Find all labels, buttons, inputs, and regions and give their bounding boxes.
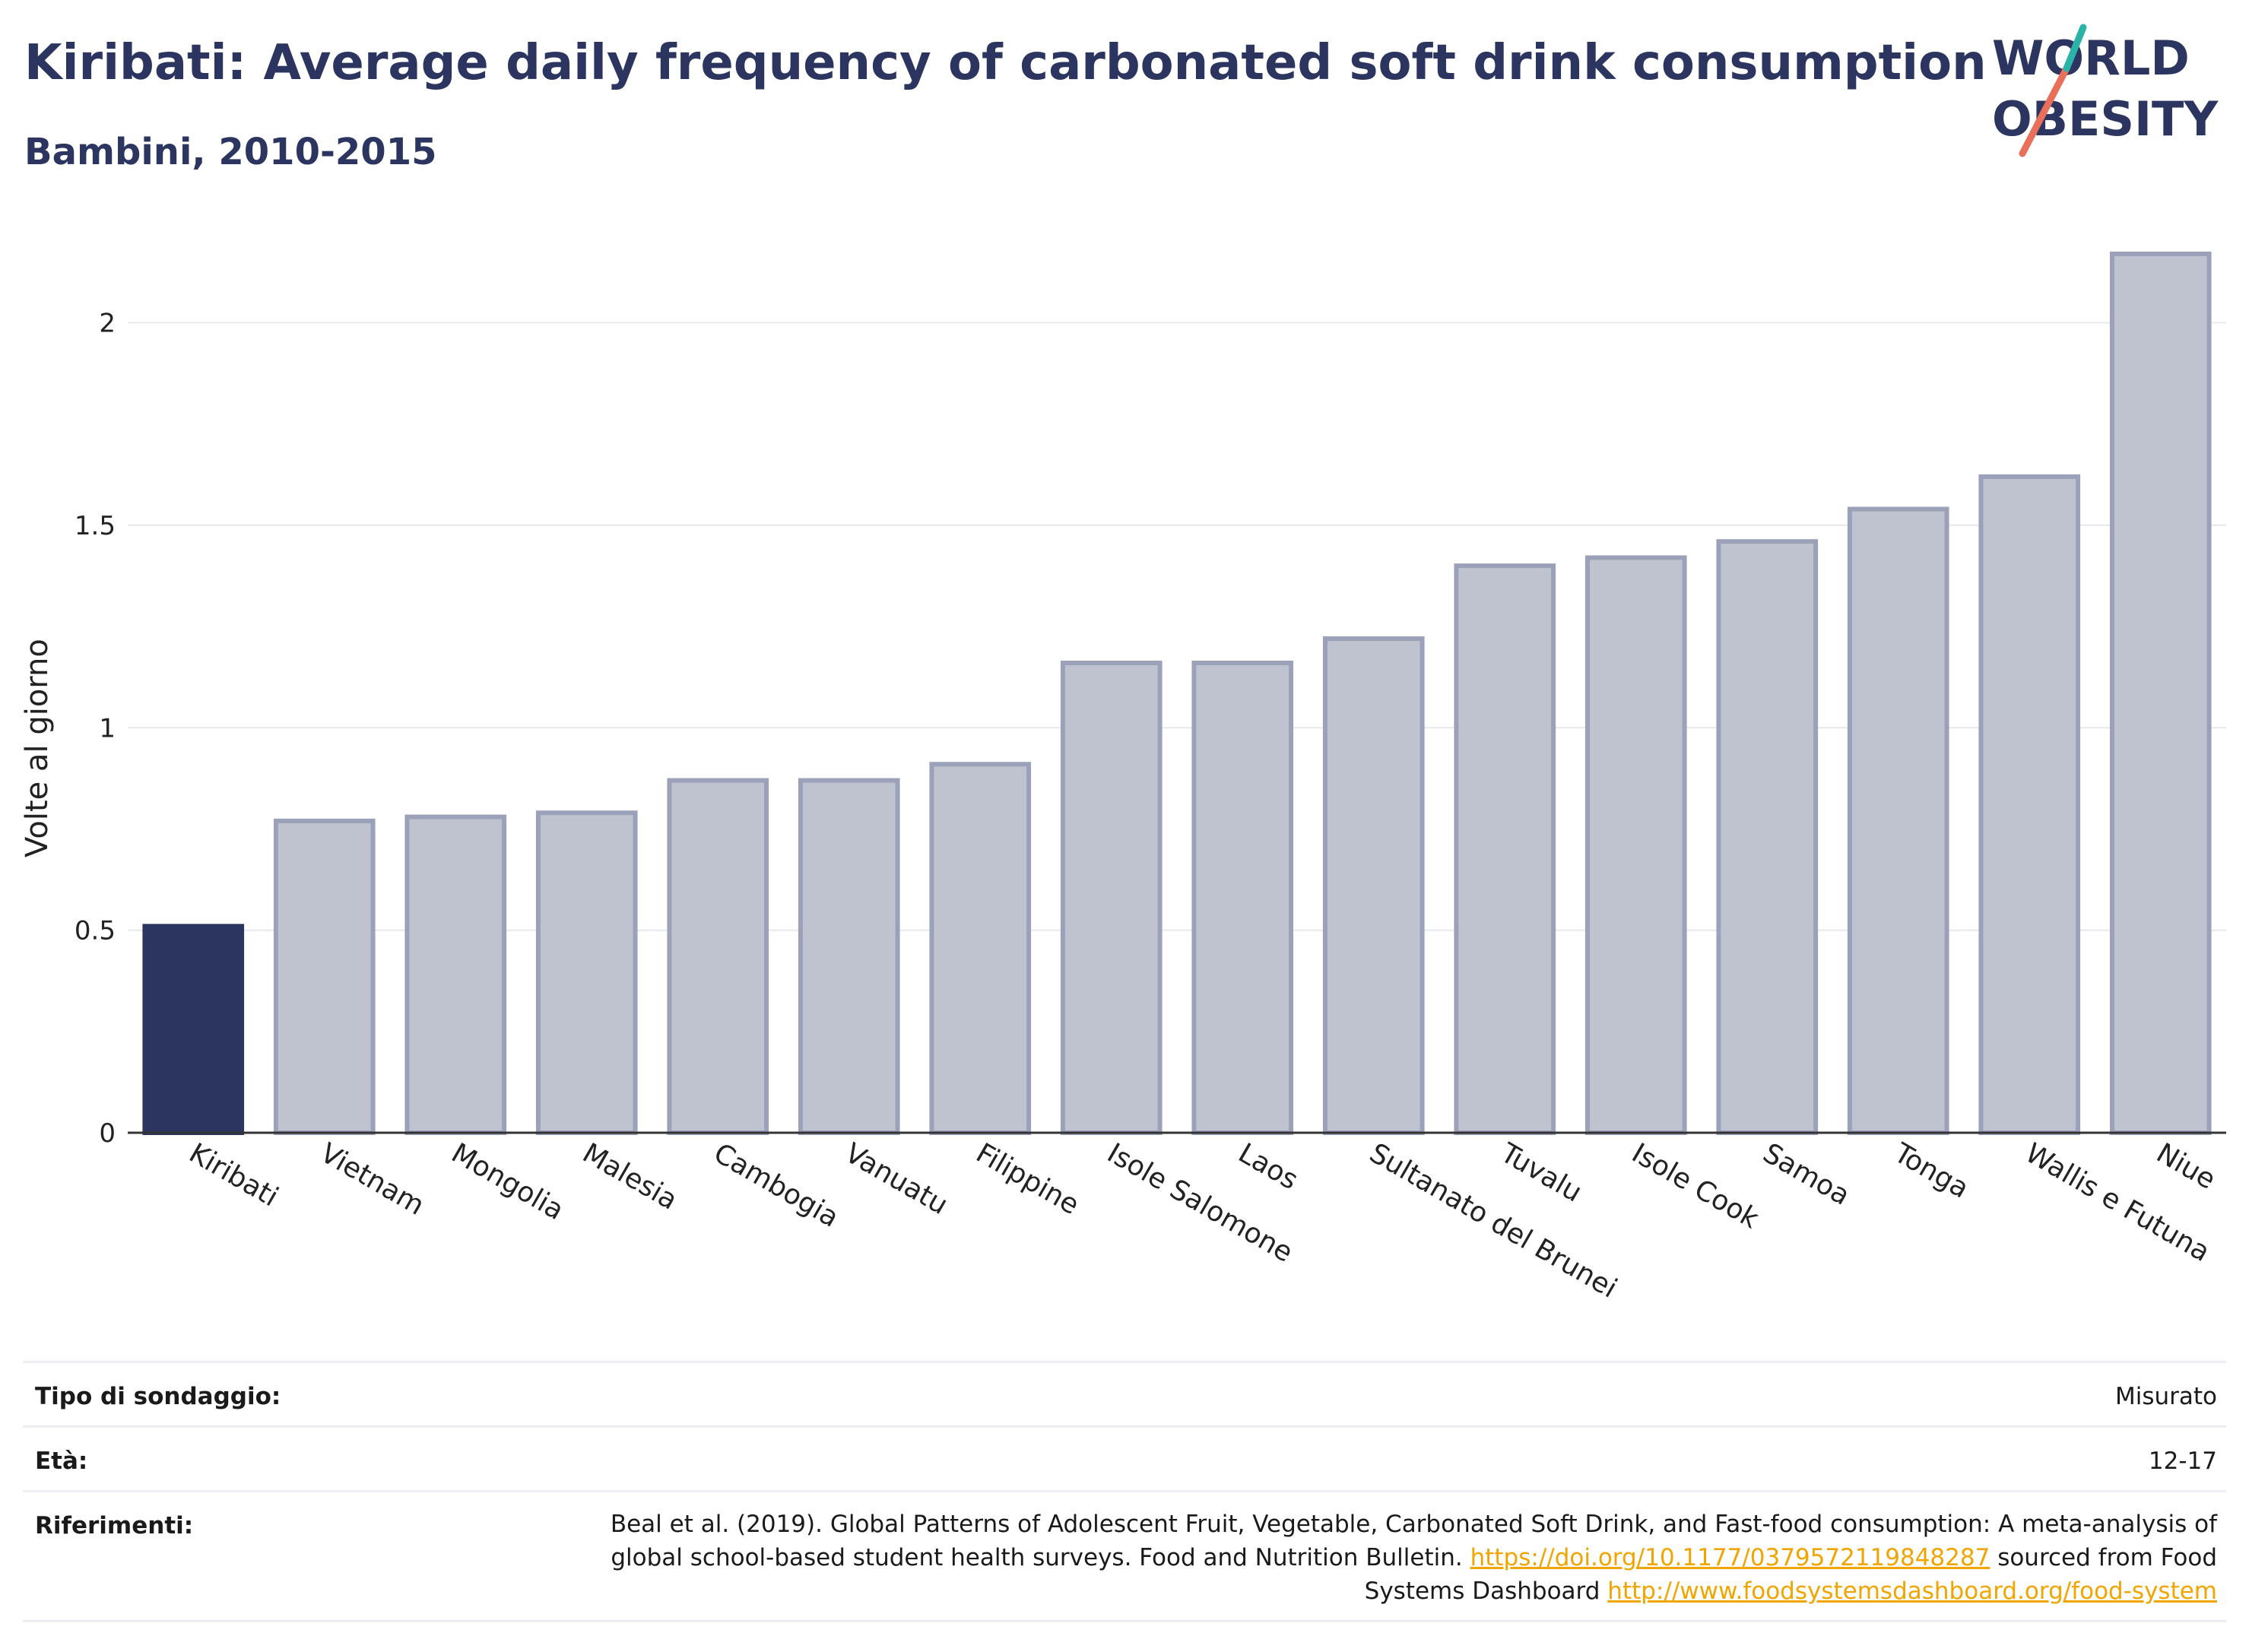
- logo-slash-red: [2019, 65, 2070, 157]
- y-tick-label: 1: [99, 713, 116, 744]
- bar-tuvalu: [1454, 563, 1556, 1135]
- age-value: 12-17: [2148, 1447, 2217, 1475]
- x-tick-label: Sultanato del Brunei: [1364, 1137, 1622, 1305]
- meta-row-survey: Tipo di sondaggio: Misurato: [23, 1361, 2226, 1425]
- bar-malesia: [535, 810, 638, 1136]
- chart-title: Kiribati: Average daily frequency of car…: [24, 35, 1987, 91]
- world-obesity-logo: WORLD OBESITY: [1992, 24, 2219, 157]
- bar-tonga: [1847, 506, 1949, 1135]
- x-tick-label: Filippine: [971, 1137, 1084, 1221]
- metadata-table: Tipo di sondaggio: Misurato Età: 12-17 R…: [23, 1361, 2226, 1622]
- bar-chart: 0 0.5 1 1.5 2 Kiribati Vietnam Mongolia Malesia…: [20, 251, 2226, 1305]
- logo-line1: WORLD: [1992, 30, 2190, 86]
- references-label: Riferimenti:: [35, 1512, 194, 1539]
- y-axis-label: Volte al giorno: [20, 639, 55, 858]
- bar-mongolia: [404, 814, 507, 1136]
- survey-type-value: Misurato: [2114, 1383, 2217, 1410]
- x-tick-label: Kiribati: [184, 1137, 284, 1213]
- x-tick-label: Laos: [1233, 1137, 1303, 1196]
- bar-kiribati: [142, 924, 245, 1135]
- age-label: Età:: [35, 1447, 88, 1475]
- x-tick-label: Isole Cook: [1626, 1137, 1764, 1235]
- bar-vietnam: [273, 818, 376, 1136]
- chart-subtitle: Bambini, 2010-2015: [24, 131, 437, 173]
- x-tick-label: Mongolia: [446, 1137, 569, 1226]
- reference-text: Beal et al. (2019). Global Patterns of A…: [610, 1511, 2217, 1571]
- bar-isole-cook: [1584, 555, 1687, 1135]
- bar-filippine: [929, 762, 1032, 1136]
- bar-cambogia: [667, 778, 769, 1135]
- logo-slash-teal: [2063, 24, 2087, 72]
- y-tick-label: 0.5: [75, 916, 116, 946]
- doi-link[interactable]: https://doi.org/10.1177/0379572119848287: [1470, 1544, 1990, 1571]
- meta-row-references: Riferimenti: Beal et al. (2019). Global …: [23, 1490, 2226, 1622]
- survey-type-label: Tipo di sondaggio:: [35, 1383, 281, 1410]
- bar-isole-salomone: [1060, 661, 1163, 1135]
- bar-niue: [2109, 251, 2212, 1135]
- food-systems-link[interactable]: http://www.foodsystemsdashboard.org/food…: [1607, 1577, 2217, 1605]
- meta-row-age: Età: 12-17: [23, 1425, 2226, 1490]
- x-tick-label: Tuvalu: [1495, 1137, 1587, 1209]
- x-tick-label: Vietnam: [315, 1137, 429, 1222]
- bar-laos: [1191, 661, 1294, 1135]
- bar-samoa: [1716, 539, 1819, 1135]
- x-tick-label: Niue: [2151, 1137, 2220, 1195]
- references-value: Beal et al. (2019). Global Patterns of A…: [582, 1508, 2217, 1608]
- x-tick-label: Vanuatu: [839, 1137, 953, 1221]
- y-tick-label: 1.5: [75, 511, 116, 541]
- reference-source-text: sourced from Food Systems Dashboard: [1364, 1544, 2217, 1605]
- y-tick-labels: 0 0.5 1 1.5 2: [75, 309, 116, 1149]
- y-tick-label: 0: [99, 1118, 116, 1149]
- y-tick-label: 2: [99, 309, 116, 339]
- x-tick-label: Tonga: [1888, 1137, 1974, 1205]
- bar-sultanato-del-brunei: [1322, 636, 1425, 1135]
- x-tick-label: Cambogia: [709, 1137, 844, 1234]
- x-tick-labels: Kiribati Vietnam Mongolia Malesia CambogiaVa…: [184, 1137, 2221, 1305]
- bars: [142, 251, 2212, 1136]
- bar-wallis-e-futuna: [1978, 474, 2081, 1135]
- x-tick-label: Malesia: [577, 1137, 682, 1216]
- bar-vanuatu: [798, 778, 900, 1135]
- x-tick-label: Samoa: [1758, 1137, 1855, 1212]
